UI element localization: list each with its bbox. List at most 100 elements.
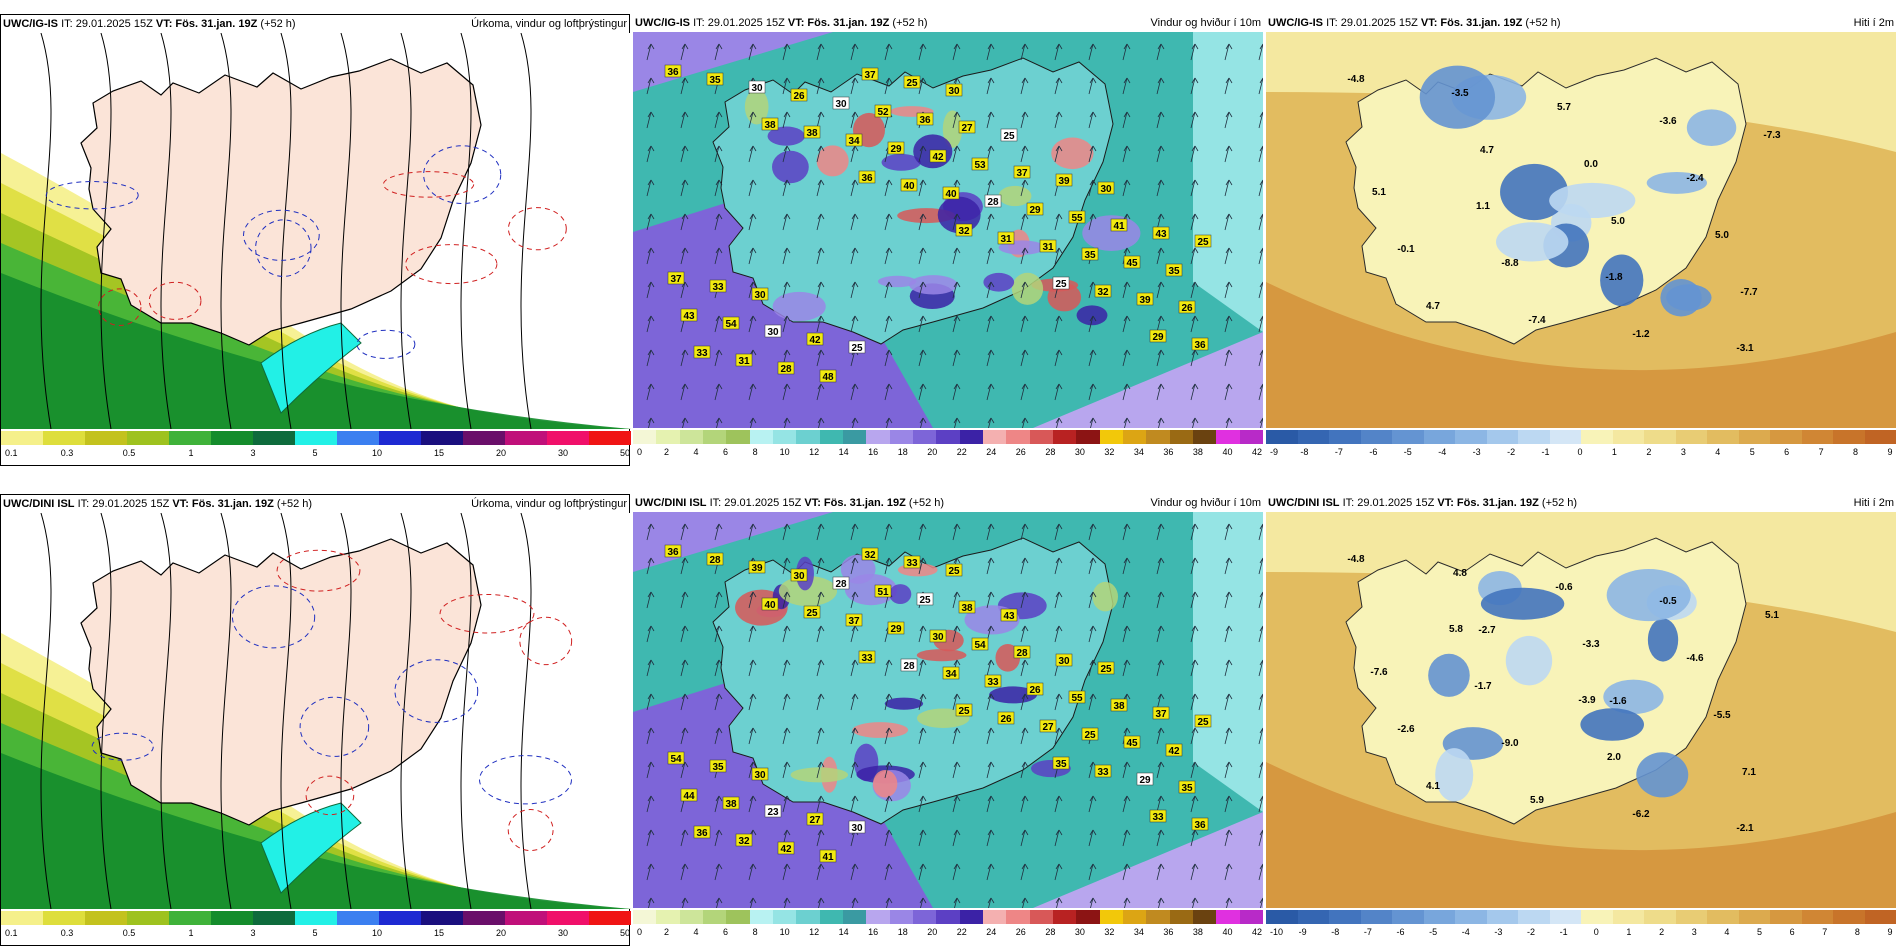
temperature-label: -0.5 <box>1659 596 1677 607</box>
model-name: UWC/IG-IS <box>635 17 690 29</box>
gust-label-box <box>1136 772 1154 786</box>
wind-arrow <box>1190 213 1199 231</box>
gust-label: 33 <box>858 650 876 664</box>
wind-arrow <box>714 693 723 711</box>
temperature-label: 5.1 <box>1372 187 1386 198</box>
gust-label-text: 33 <box>1152 812 1164 823</box>
gust-label: 30 <box>1097 181 1115 195</box>
isobar-line <box>280 33 292 429</box>
gust-label: 31 <box>1039 239 1057 253</box>
colorbar-swatch <box>505 911 547 925</box>
wind-arrow <box>850 863 859 881</box>
wind-arrow <box>1020 315 1029 333</box>
colorbar-swatch <box>749 910 773 924</box>
colorbar-tick-label: 6 <box>723 927 729 937</box>
wind-arrow <box>885 897 893 908</box>
gust-label-text: 36 <box>667 67 679 78</box>
init-time: IT: 29.01.2025 15Z <box>61 18 153 30</box>
wind-arrow <box>680 247 689 265</box>
colorbar-tick-label: 12 <box>809 927 820 937</box>
panel-title: Vindur og hviður í 10m <box>1150 497 1261 509</box>
colorbar-tick-label: 32 <box>1104 927 1115 937</box>
gust-label: 55 <box>1068 210 1086 224</box>
wind-arrow <box>816 557 825 575</box>
wind-arrow <box>817 897 825 908</box>
gust-label-box <box>997 711 1015 725</box>
gust-label-text: 42 <box>932 152 944 163</box>
gust-label-text: 30 <box>932 632 944 643</box>
wind-arrow <box>646 693 655 711</box>
gust-label: 42 <box>806 332 824 346</box>
colorbar-tick-label: 24 <box>986 447 997 457</box>
panel-header: UWC/IG-IS IT: 29.01.2025 15Z VT: Fös. 31… <box>635 16 1261 30</box>
precip-colorbar-ticks: 0.1 0.3 0.5 1 3 5 10 15 20 30 50 <box>1 927 631 939</box>
colorbar-tick-label: 20 <box>927 927 938 937</box>
gust-label: 27 <box>1039 719 1057 733</box>
colorbar-swatch <box>1216 910 1240 924</box>
wind-arrow <box>953 897 961 908</box>
gust-label: 30 <box>945 83 963 97</box>
gust-label-box <box>693 345 711 359</box>
gust-label-text: 30 <box>948 86 960 97</box>
gust-label-box <box>1097 181 1115 195</box>
colorbar-tick-label: 16 <box>868 447 879 457</box>
wind-arrow <box>1122 863 1131 881</box>
wind-arrow <box>1020 863 1029 881</box>
gust-label-box <box>819 849 837 863</box>
gust-label-text: 25 <box>806 608 818 619</box>
colorbar-swatch <box>866 430 890 444</box>
gust-label: 54 <box>722 316 740 330</box>
colorbar-swatch <box>85 911 127 925</box>
wind-arrow <box>681 897 689 908</box>
wind-arrow <box>680 145 689 163</box>
gust-label-box <box>1068 690 1086 704</box>
wind-arrow <box>1190 315 1199 333</box>
wind-arrow <box>1258 863 1263 881</box>
gust-label: 39 <box>1055 173 1073 187</box>
gust-label: 29 <box>1149 329 1167 343</box>
colorbar-swatch <box>589 911 631 925</box>
gust-label: 45 <box>1123 735 1141 749</box>
gust-label-box <box>1013 165 1031 179</box>
temperature-contour <box>91 732 154 761</box>
colorbar-swatch <box>1169 430 1193 444</box>
gust-label-box <box>832 576 850 590</box>
wind-arrow <box>1224 383 1233 401</box>
colorbar-swatch <box>1266 430 1298 444</box>
temperature-contour <box>519 616 573 666</box>
wind-arrow <box>850 145 859 163</box>
wind-arrow <box>1054 213 1063 231</box>
temperature-contour <box>276 549 361 592</box>
gust-label: 30 <box>929 629 947 643</box>
init-time: IT: 29.01.2025 15Z <box>1326 17 1418 29</box>
temperature-label: 2.0 <box>1607 752 1621 763</box>
gust-label: 38 <box>958 600 976 614</box>
wind-colorbar-ticks: 0 2 4 6 8 10 12 14 16 18 20 22 24 26 28 30 32 34 36 38 40 42 <box>633 446 1263 458</box>
wind-arrow <box>714 145 723 163</box>
wind-arrow <box>646 761 655 779</box>
wind-colorbar <box>633 910 1263 924</box>
colorbar-tick-label: -4 <box>1461 927 1470 937</box>
colorbar-swatch <box>1675 910 1707 924</box>
gust-label-box <box>748 80 766 94</box>
temperature-label: -1.7 <box>1474 681 1492 692</box>
gust-label-text: 41 <box>822 852 834 863</box>
gust-label-box <box>1136 292 1154 306</box>
wind-arrow <box>1190 145 1199 163</box>
wind-arrow <box>1258 247 1263 265</box>
gust-label-text: 30 <box>767 327 779 338</box>
gust-label-text: 38 <box>961 603 973 614</box>
colorbar-tick-label: 50 <box>619 928 631 938</box>
wind-colorbar-ticks: 0 2 4 6 8 10 12 14 16 18 20 22 24 26 28 30 32 34 36 38 40 42 <box>633 926 1263 938</box>
gust-label-box <box>1013 645 1031 659</box>
gust-label: 30 <box>751 767 769 781</box>
temperature-label: -3.3 <box>1582 639 1600 650</box>
temperature-contour <box>507 809 554 852</box>
temperature-label: -2.7 <box>1478 625 1496 636</box>
wind-arrow <box>748 523 757 541</box>
colorbar-swatch <box>1864 430 1896 444</box>
valid-time: VT: Fös. 31.jan. 19Z <box>155 18 258 30</box>
lead-time: (+52 h) <box>260 18 296 30</box>
colorbar-tick-label: 30 <box>1074 447 1085 457</box>
cold-area <box>1606 569 1691 622</box>
